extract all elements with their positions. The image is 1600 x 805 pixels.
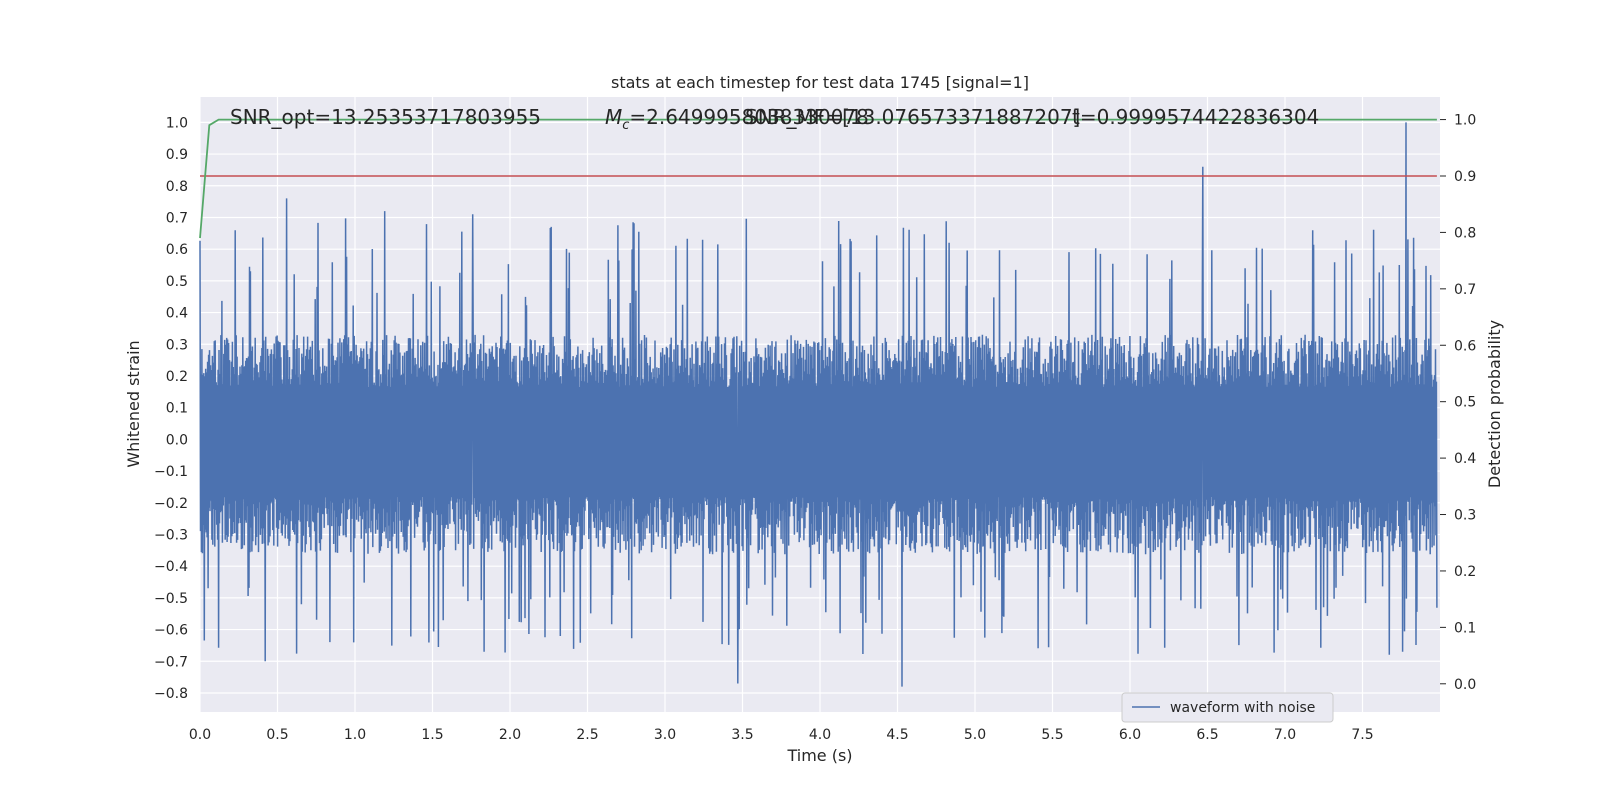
y2-tick-label: 0.4 (1454, 451, 1476, 467)
y-tick-label: 0.0 (166, 432, 188, 448)
y-tick-label: −0.1 (154, 464, 188, 480)
x-tick-label: 4.0 (809, 727, 831, 743)
y-tick-label: 0.7 (166, 210, 188, 226)
x-tick-label: 6.5 (1196, 727, 1218, 743)
y2-tick-label: 0.5 (1454, 395, 1476, 411)
y2-tick-label: 0.2 (1454, 564, 1476, 580)
y-tick-label: −0.2 (154, 496, 188, 512)
x-tick-label: 2.0 (499, 727, 521, 743)
y2-tick-label: 0.8 (1454, 225, 1476, 241)
x-tick-label: 3.5 (731, 727, 753, 743)
y-tick-label: 0.5 (166, 274, 188, 290)
x-tick-label: 5.0 (964, 727, 986, 743)
x-axis-label: Time (s) (786, 746, 852, 765)
y2-tick-label: 0.9 (1454, 169, 1476, 185)
y-tick-label: 0.1 (166, 401, 188, 417)
y-tick-label: −0.3 (154, 527, 188, 543)
x-tick-label: 1.0 (344, 727, 366, 743)
x-tick-label: 3.0 (654, 727, 676, 743)
y-tick-label: −0.7 (154, 654, 188, 670)
legend-label-waveform: waveform with noise (1170, 700, 1315, 716)
data-layer (199, 118, 1438, 687)
legend-box (1121, 692, 1334, 723)
y-tick-label: 0.3 (166, 337, 188, 353)
x-tick-label: 0.5 (266, 727, 288, 743)
y2-tick-label: 0.7 (1454, 282, 1476, 298)
x-tick-label: 7.0 (1274, 727, 1296, 743)
annotation-t: t=0.9999574422836304 (1072, 105, 1319, 129)
legend: waveform with noise (1121, 692, 1334, 723)
annotation-snr-opt: SNR_opt=13.25353717803955 (230, 105, 541, 129)
y2-tick-label: 1.0 (1454, 113, 1476, 129)
annotation-snr-mf: SNR_MF=[13.076573371887207] (745, 105, 1080, 129)
x-tick-label: 7.5 (1351, 727, 1373, 743)
x-tick-label: 4.5 (886, 727, 908, 743)
y-tick-label: 0.8 (166, 179, 188, 195)
y2-tick-label: 0.1 (1454, 620, 1476, 636)
x-tick-label: 5.5 (1041, 727, 1063, 743)
y-tick-label: 0.9 (166, 147, 188, 163)
annotation-mc-symbol: M (605, 105, 622, 129)
x-tick-label: 6.0 (1119, 727, 1141, 743)
y-tick-label: −0.6 (154, 623, 188, 639)
y-tick-label: 0.4 (166, 306, 188, 322)
chart-title: stats at each timestep for test data 174… (611, 73, 1029, 92)
annotation-mc-value: =2.6499958038330078 (629, 105, 868, 129)
series-waveform-with-noise (199, 122, 1438, 687)
y2-axis-label: Detection probability (1485, 320, 1504, 488)
y-axis-label: Whitened strain (124, 340, 143, 467)
y2-tick-label: 0.0 (1454, 677, 1476, 693)
y-tick-label: −0.8 (154, 686, 188, 702)
annotation-mc-subscript: c (622, 118, 629, 133)
annotation-mc: Mc=2.6499958038330078 (605, 105, 869, 133)
x-tick-label: 0.0 (189, 727, 211, 743)
y-tick-label: 0.2 (166, 369, 188, 385)
y-tick-label: 0.6 (166, 242, 188, 258)
y-tick-label: 1.0 (166, 115, 188, 131)
axes: 0.0 0.5 1.0 1.5 2.0 2.5 3.0 3.5 4.0 4.5 5.0 5.5 6.0 6… (154, 113, 1476, 743)
x-tick-label: 1.5 (421, 727, 443, 743)
y2-tick-label: 0.3 (1454, 508, 1476, 524)
y2-tick-label: 0.6 (1454, 338, 1476, 354)
y-tick-label: −0.5 (154, 591, 188, 607)
x-tick-label: 2.5 (576, 727, 598, 743)
series-detection-probability (199, 118, 1437, 239)
y-tick-label: −0.4 (154, 559, 188, 575)
